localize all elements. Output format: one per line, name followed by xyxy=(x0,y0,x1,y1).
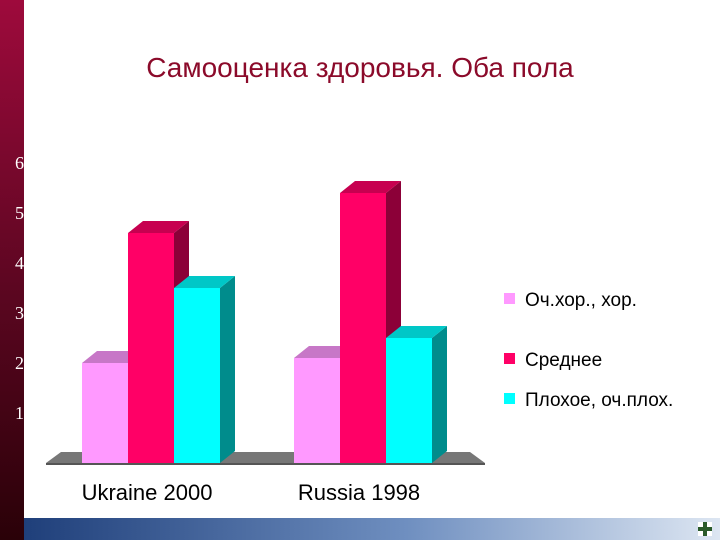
bar-front xyxy=(82,363,128,463)
bar xyxy=(174,276,235,463)
y-tick-label: 1 xyxy=(15,403,24,423)
y-tick-label: 2 xyxy=(15,353,24,373)
legend-swatch xyxy=(504,393,515,404)
bar-top xyxy=(294,346,355,358)
bar-top xyxy=(174,276,235,288)
corner-logo xyxy=(698,522,712,536)
category-label: Ukraine 2000 xyxy=(82,480,213,505)
chart-floor-edge xyxy=(46,463,485,465)
bar-front xyxy=(174,288,220,463)
legend-label: Среднее xyxy=(525,350,602,371)
bar-front xyxy=(294,358,340,463)
legend-swatch xyxy=(504,353,515,364)
y-tick-label: 3 xyxy=(15,303,24,323)
bar-top xyxy=(82,351,143,363)
bar-top xyxy=(128,221,189,233)
legend-swatch xyxy=(504,293,515,304)
bottom-bar xyxy=(24,518,720,540)
chart-title: Самооценка здоровья. Оба пола xyxy=(146,52,574,83)
y-tick-label: 6 xyxy=(15,153,24,173)
legend-entry: Среднее xyxy=(504,350,602,371)
legend-label: Плохое, оч.плох. xyxy=(525,390,673,411)
legend-entry: Оч.хор., хор. xyxy=(504,290,637,311)
bar xyxy=(386,326,447,463)
y-tick-label: 4 xyxy=(15,253,24,273)
bar-front xyxy=(340,193,386,463)
bar-front xyxy=(128,233,174,463)
legend-label: Оч.хор., хор. xyxy=(525,290,637,311)
category-label: Russia 1998 xyxy=(298,480,420,505)
legend-entry: Плохое, оч.плох. xyxy=(504,390,673,411)
bar-side xyxy=(220,276,235,463)
bar-top xyxy=(386,326,447,338)
y-tick-label: 5 xyxy=(15,203,24,223)
bar-top xyxy=(340,181,401,193)
left-stripe xyxy=(0,0,24,540)
bar-front xyxy=(386,338,432,463)
bar-side xyxy=(432,326,447,463)
